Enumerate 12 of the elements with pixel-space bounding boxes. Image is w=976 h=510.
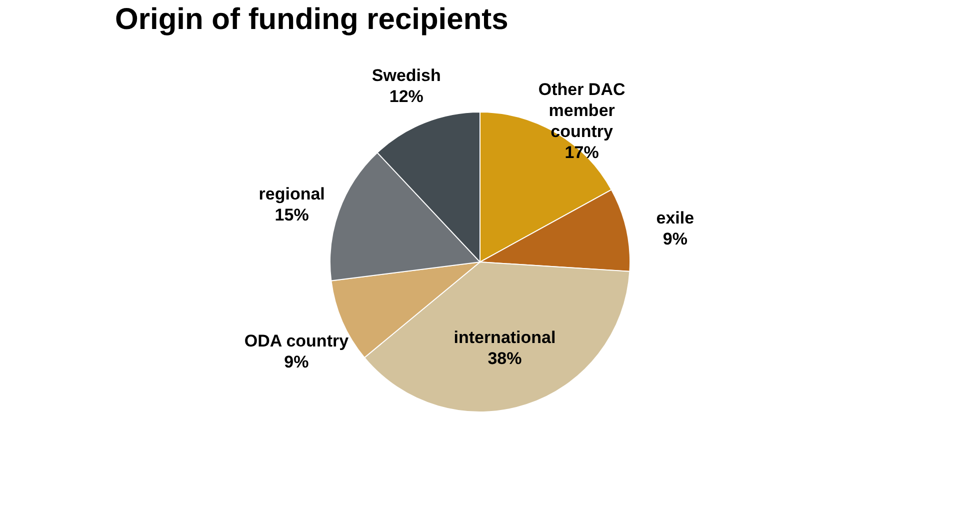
slice-label: Other DAC member country [538,80,626,141]
slice-label: regional [258,184,325,204]
slice-label: exile [656,208,694,228]
data-label: 15% [274,205,309,224]
slice-label: international [454,328,556,348]
chart-title: Origin of funding recipients [115,3,508,36]
data-label: 38% [488,349,522,368]
data-label: 9% [284,352,309,372]
slice-label: ODA country [244,331,350,350]
slice-label: Swedish [372,66,441,86]
data-label: 9% [662,229,688,248]
data-label: 12% [389,87,424,106]
